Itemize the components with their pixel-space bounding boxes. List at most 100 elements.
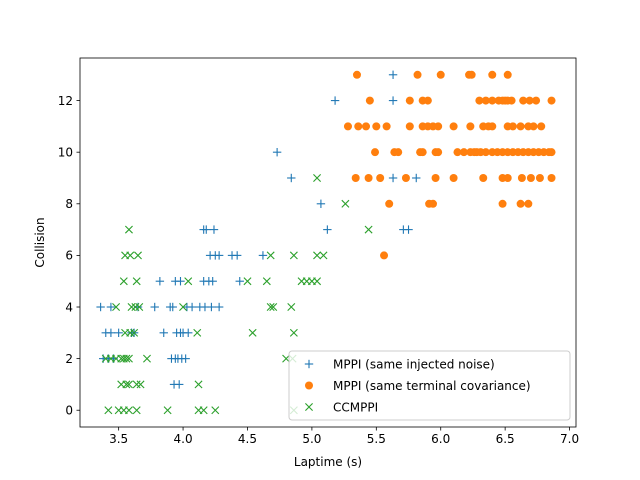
data-point xyxy=(434,148,443,157)
legend-label: CCMPPI xyxy=(333,400,378,414)
data-point xyxy=(330,96,340,105)
data-point xyxy=(155,277,165,286)
data-point xyxy=(423,96,432,105)
data-point xyxy=(532,96,541,105)
data-point xyxy=(150,302,159,312)
data-point xyxy=(371,148,380,157)
data-point xyxy=(106,302,116,312)
data-point xyxy=(124,225,133,234)
data-point xyxy=(547,173,556,182)
data-point xyxy=(258,251,268,260)
data-point xyxy=(388,173,398,183)
data-point xyxy=(352,70,361,79)
data-point xyxy=(202,225,211,234)
data-point xyxy=(214,302,224,312)
x-tick-label: 3.5 xyxy=(109,432,128,446)
data-point xyxy=(524,199,533,208)
x-tick-label: 4.5 xyxy=(238,432,257,446)
data-point xyxy=(269,303,278,311)
data-point xyxy=(385,199,394,208)
data-point xyxy=(388,70,398,79)
data-point xyxy=(313,174,322,182)
data-point xyxy=(394,148,403,157)
data-point xyxy=(130,328,139,337)
data-point xyxy=(388,96,398,105)
data-point xyxy=(547,96,556,105)
data-point xyxy=(503,70,512,79)
data-point xyxy=(163,406,172,415)
data-point xyxy=(131,303,140,311)
data-point xyxy=(449,122,458,131)
data-point xyxy=(503,173,512,182)
legend-box xyxy=(288,350,571,421)
data-point xyxy=(354,122,363,131)
data-point xyxy=(517,173,526,182)
data-point xyxy=(372,122,381,131)
x-tick-label: 6.0 xyxy=(431,432,450,446)
data-point xyxy=(104,406,113,415)
data-point xyxy=(121,328,130,337)
data-point xyxy=(194,380,203,389)
data-point xyxy=(449,173,458,182)
data-point xyxy=(436,70,445,79)
x-tick-label: 5.0 xyxy=(302,432,321,446)
x-axis-ticks: 3.5 4.0 4.5 5.0 5.5 6.0 6.5 7.0 xyxy=(109,427,579,446)
data-point xyxy=(479,173,488,182)
y-tick-label: 4 xyxy=(65,300,73,314)
data-point xyxy=(516,199,525,208)
data-point xyxy=(507,96,516,105)
data-point xyxy=(529,122,538,131)
data-point xyxy=(453,148,462,157)
data-point xyxy=(481,148,490,157)
data-point xyxy=(287,173,296,183)
data-point xyxy=(211,406,220,415)
data-point xyxy=(136,380,145,389)
data-point xyxy=(272,147,282,157)
data-point xyxy=(184,328,193,338)
data-point xyxy=(382,122,391,131)
series-2 xyxy=(343,70,556,260)
data-point xyxy=(413,70,422,79)
data-point xyxy=(519,96,528,105)
y-axis-label: Collision xyxy=(33,217,47,267)
data-point xyxy=(208,277,217,286)
data-point xyxy=(179,303,188,311)
series-1 xyxy=(96,70,421,389)
data-point xyxy=(181,354,190,363)
data-point xyxy=(401,173,410,182)
data-point xyxy=(143,354,151,363)
data-point xyxy=(404,225,413,234)
data-point xyxy=(112,303,121,311)
data-point xyxy=(380,251,389,260)
data-point xyxy=(428,199,437,208)
data-point xyxy=(376,173,385,182)
data-point xyxy=(124,406,133,415)
x-tick-label: 6.5 xyxy=(496,432,515,446)
x-axis-label: Laptime (s) xyxy=(294,455,362,469)
data-point xyxy=(525,96,534,105)
data-point xyxy=(214,251,224,260)
y-tick-label: 0 xyxy=(65,404,73,418)
data-point xyxy=(207,302,216,312)
y-tick-label: 10 xyxy=(58,145,73,159)
data-point xyxy=(266,303,275,311)
data-point xyxy=(405,96,414,105)
data-point xyxy=(466,122,475,131)
data-point xyxy=(323,225,332,234)
data-point xyxy=(488,70,497,79)
data-point xyxy=(132,380,141,389)
y-axis-ticks: 0 2 4 6 8 10 12 xyxy=(58,94,80,418)
data-point xyxy=(193,328,202,337)
legend-entry: MPPI (same terminal covariance) xyxy=(305,379,531,393)
data-point xyxy=(289,251,298,260)
data-point xyxy=(232,251,242,260)
data-point xyxy=(405,122,414,131)
data-point xyxy=(124,354,133,363)
data-point xyxy=(526,173,535,182)
data-point xyxy=(316,199,326,208)
data-point xyxy=(362,122,371,131)
data-point xyxy=(209,225,219,234)
data-point xyxy=(175,380,184,389)
legend-marker xyxy=(304,359,314,369)
data-point xyxy=(341,199,350,208)
